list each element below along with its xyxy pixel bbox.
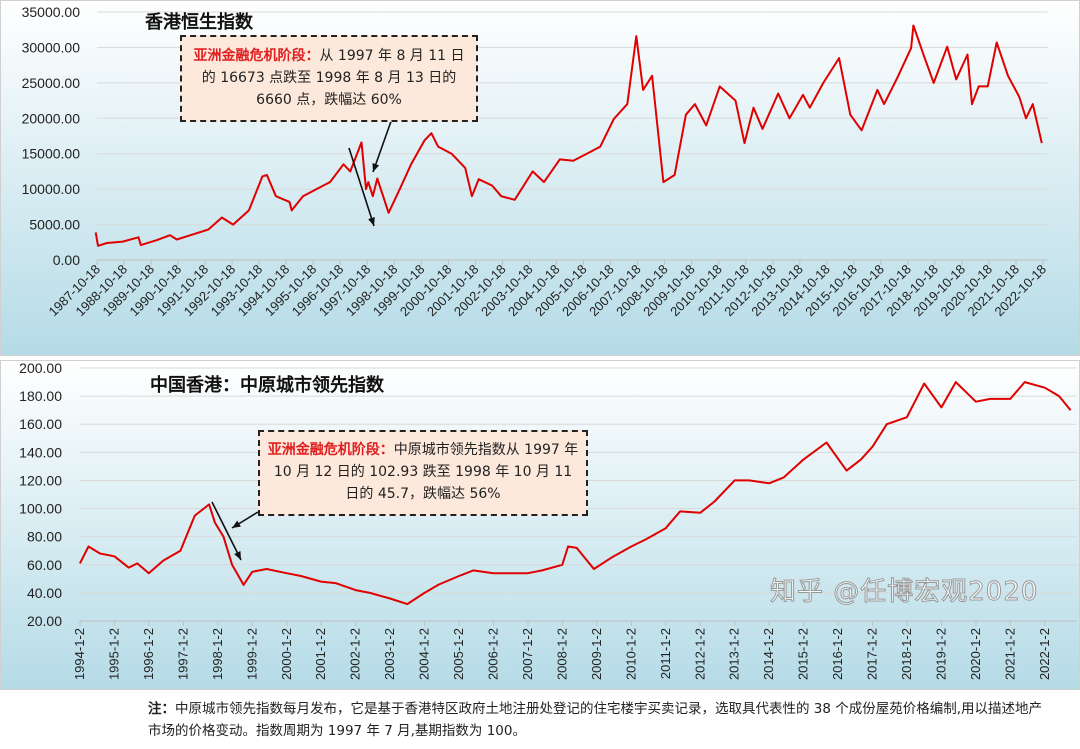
- hsi-chart-title: 香港恒生指数: [145, 12, 253, 33]
- footnote-label: 注：: [148, 701, 175, 717]
- x-tick-label: 2001-1-2: [313, 628, 328, 680]
- x-tick-label: 2014-1-2: [761, 628, 776, 680]
- x-tick-label: 2013-1-2: [727, 628, 742, 680]
- y-tick-label: 200.00: [19, 360, 62, 376]
- footnote: 注：中原城市领先指数每月发布，它是基于香港特区政府土地注册处登记的住宅楼宇买卖记…: [148, 698, 1048, 742]
- y-tick-label: 80.00: [27, 529, 62, 545]
- watermark: 知乎 @任博宏观2020: [769, 577, 1039, 608]
- x-tick-label: 2007-1-2: [520, 628, 535, 680]
- x-tick-label: 2021-1-2: [1002, 628, 1017, 680]
- x-tick-label: 1998-1-2: [210, 628, 225, 680]
- arrow-head: [368, 217, 375, 226]
- annotation-highlight: 亚洲金融危机阶段：: [267, 442, 394, 458]
- hsi-annotation: 亚洲金融危机阶段：从 1997 年 8 月 11 日的 16673 点跌至 19…: [180, 35, 478, 122]
- y-tick-label: 25000.00: [22, 75, 81, 91]
- arrow-line: [372, 112, 395, 173]
- x-tick-label: 1996-1-2: [141, 628, 156, 680]
- x-tick-label: 2005-1-2: [451, 628, 466, 680]
- x-tick-label: 2022-1-2: [1037, 628, 1052, 680]
- ccl-chart: 20.00 40.00 60.00 80.00 100.00 120.00 140.00 16…: [0, 360, 1080, 690]
- y-tick-label: 35000.00: [22, 4, 81, 20]
- series-line: [94, 24, 1043, 247]
- x-tick-label: 2019-1-2: [934, 628, 949, 680]
- x-tick-label: 1994-1-2: [72, 628, 87, 680]
- x-tick-label: 1997-1-2: [175, 628, 190, 680]
- arrow-head: [372, 163, 380, 172]
- footnote-text: 中原城市领先指数每月发布，它是基于香港特区政府土地注册处登记的住宅楼宇买卖记录，…: [148, 701, 1043, 739]
- x-tick-label: 2008-1-2: [554, 628, 569, 680]
- chart-background: [0, 360, 1080, 690]
- arrow-head: [234, 551, 241, 560]
- x-tick-label: 1995-1-2: [106, 628, 121, 680]
- x-tick-label: 2017-1-2: [865, 628, 880, 680]
- x-tick-label: 2003-1-2: [382, 628, 397, 680]
- arrow-line: [211, 501, 242, 561]
- hsi-chart: 0.00 5000.00 10000.00 15000.00 20000.00 25000…: [0, 0, 1080, 356]
- annotation-text: 从 1997 年 8 月 11 日的 16673 点跌至 1998 年 8 月 …: [201, 48, 465, 108]
- y-tick-label: 100.00: [19, 501, 62, 517]
- x-tick-label: 2015-1-2: [796, 628, 811, 680]
- y-tick-label: 5000.00: [29, 217, 80, 233]
- y-tick-label: 160.00: [19, 416, 62, 432]
- x-tick-label: 2000-1-2: [279, 628, 294, 680]
- x-tick-label: 2006-1-2: [486, 628, 501, 680]
- x-tick-label: 2002-1-2: [348, 628, 363, 680]
- y-tick-label: 120.00: [19, 472, 62, 488]
- y-tick-label: 40.00: [27, 585, 62, 601]
- x-tick-label: 2016-1-2: [830, 628, 845, 680]
- annotation-text: 中原城市领先指数从 1997 年 10 月 12 日的 102.93 跌至 19…: [273, 442, 579, 502]
- y-tick-label: 15000.00: [22, 146, 81, 162]
- y-tick-label: 30000.00: [22, 39, 81, 55]
- arrow-head: [232, 520, 241, 528]
- x-tick-label: 2010-1-2: [623, 628, 638, 680]
- annotation-highlight: 亚洲金融危机阶段：: [193, 48, 320, 64]
- x-tick-label: 2018-1-2: [899, 628, 914, 680]
- arrow-line: [348, 147, 375, 227]
- x-tick-label: 1999-1-2: [244, 628, 259, 680]
- y-tick-label: 140.00: [19, 444, 62, 460]
- y-tick-label: 0.00: [53, 252, 80, 268]
- y-tick-label: 180.00: [19, 388, 62, 404]
- x-tick-label: 2009-1-2: [589, 628, 604, 680]
- x-tick-label: 2012-1-2: [692, 628, 707, 680]
- series-line: [79, 381, 1072, 606]
- x-tick-label: 2004-1-2: [417, 628, 432, 680]
- x-tick-label: 2011-1-2: [658, 628, 673, 679]
- x-tick-label: 2020-1-2: [968, 628, 983, 680]
- y-tick-label: 60.00: [27, 557, 62, 573]
- y-tick-label: 20.00: [27, 613, 62, 629]
- y-tick-label: 20000.00: [22, 110, 81, 126]
- ccl-annotation: 亚洲金融危机阶段：中原城市领先指数从 1997 年 10 月 12 日的 102…: [258, 430, 588, 516]
- ccl-chart-title: 中国香港：中原城市领先指数: [150, 375, 384, 396]
- y-tick-label: 10000.00: [22, 181, 81, 197]
